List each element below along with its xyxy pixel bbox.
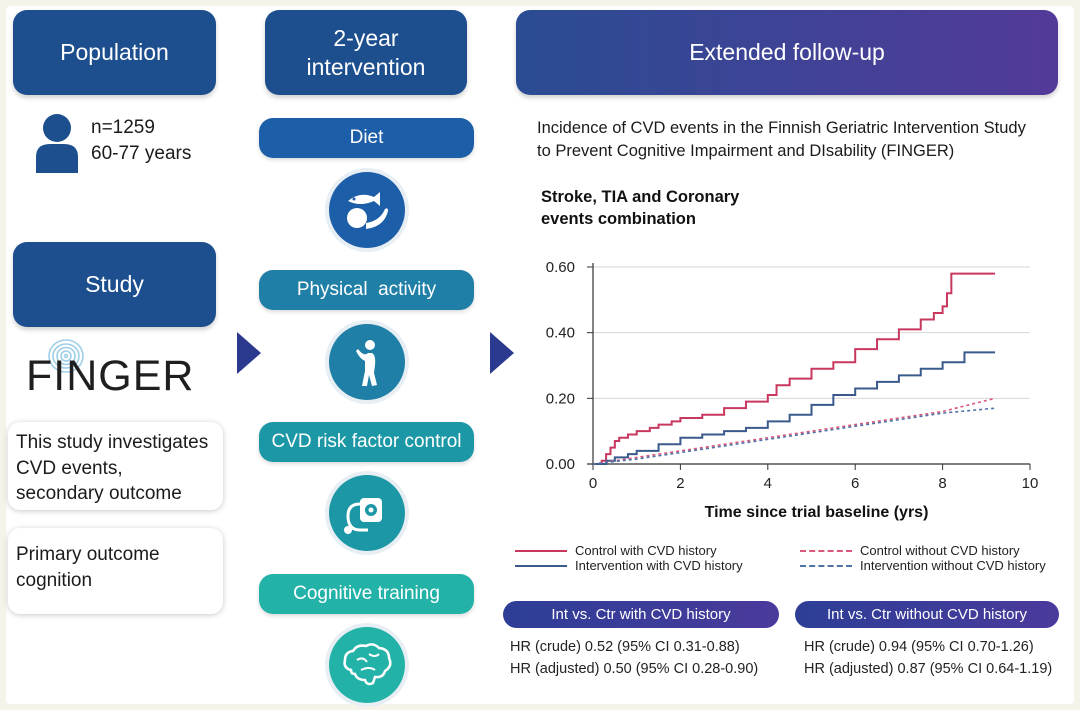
followup-title: Extended follow-up <box>689 39 885 66</box>
hr-without-adjusted: HR (adjusted) 0.87 (95% CI 0.64-1.19) <box>804 661 1053 678</box>
series-line-0 <box>593 272 996 465</box>
legend-control-with: Control with CVD history <box>515 543 717 558</box>
x-tick-label: 2 <box>676 475 684 492</box>
primary-outcome-card: Primary outcome cognition <box>8 528 223 614</box>
hr-with-values: HR (crude) 0.52 (95% CI 0.31-0.88) HR (a… <box>510 636 758 681</box>
chart-title: Stroke, TIA and Coronary events combinat… <box>541 188 740 229</box>
physical-activity-pill: Physical activity <box>259 270 474 310</box>
hr-with-title: Int vs. Ctr with CVD history <box>551 606 731 623</box>
legend-label-intervention-with: Intervention with CVD history <box>575 558 743 573</box>
followup-header: Extended follow-up <box>516 10 1058 95</box>
x-tick-label: 0 <box>589 475 597 492</box>
legend-swatch-intervention-with <box>515 564 567 567</box>
secondary-outcome-card: This study investigates CVD events, seco… <box>8 422 223 510</box>
x-tick-label: 6 <box>851 475 859 492</box>
population-title: Population <box>60 39 169 66</box>
population-n: n=1259 <box>91 117 155 138</box>
population-age: 60-77 years <box>91 143 192 164</box>
hr-without-header: Int vs. Ctr without CVD history <box>795 601 1059 628</box>
physical-activity-label: Physical activity <box>296 279 437 300</box>
arrow-right-icon <box>237 332 261 374</box>
legend-intervention-without: Intervention without CVD history <box>800 558 1046 573</box>
arrow-right-icon <box>490 332 514 374</box>
cognitive-training-label: Cognitive training <box>293 583 440 604</box>
legend-control-without: Control without CVD history <box>800 543 1020 558</box>
diet-icon <box>347 192 388 229</box>
physical-activity-circle <box>329 324 405 400</box>
x-tick-label: 8 <box>938 475 946 492</box>
hr-without-crude: HR (crude) 0.94 (95% CI 0.70-1.26) <box>804 639 1034 655</box>
hr-with-adjusted: HR (adjusted) 0.50 (95% CI 0.28-0.90) <box>510 661 759 678</box>
hr-with-header: Int vs. Ctr with CVD history <box>503 601 779 628</box>
cognitive-training-circle <box>329 627 405 703</box>
cvd-risk-pill: CVD risk factor control <box>259 422 474 462</box>
series-line-2 <box>592 397 996 465</box>
cognitive-training-pill: Cognitive training <box>259 574 474 614</box>
finger-logo: FINGER <box>26 352 195 400</box>
study-header: Study <box>13 242 216 327</box>
legend-swatch-intervention-without <box>800 564 852 567</box>
y-tick-label: 0.40 <box>546 325 575 342</box>
hr-without-values: HR (crude) 0.94 (95% CI 0.70-1.26) HR (a… <box>804 636 1052 681</box>
y-tick-label: 0.20 <box>546 390 575 407</box>
x-tick-label: 4 <box>764 475 772 492</box>
secondary-outcome-text: This study investigates CVD events, seco… <box>16 432 209 505</box>
legend-label-control-with: Control with CVD history <box>575 543 717 558</box>
hr-with-crude: HR (crude) 0.52 (95% CI 0.31-0.88) <box>510 639 740 655</box>
cvd-risk-label: CVD risk factor control <box>271 431 462 452</box>
y-tick-label: 0.00 <box>546 456 575 473</box>
cvd-incidence-chart: 0.00 0.20 0.40 0.60 0 2 4 6 8 10 Time since trial … <box>546 259 1039 521</box>
series-line-1 <box>593 351 996 465</box>
intervention-header: 2-year intervention <box>265 10 467 95</box>
brain-icon <box>343 643 392 686</box>
legend-label-control-without: Control without CVD history <box>860 543 1020 558</box>
exercise-icon <box>356 340 377 386</box>
y-tick-label: 0.60 <box>546 259 575 276</box>
person-icon <box>36 114 78 173</box>
population-header: Population <box>13 10 216 95</box>
study-title: Study <box>85 271 144 298</box>
series-line-3 <box>592 407 996 465</box>
intervention-title: 2-year intervention <box>306 24 426 80</box>
legend-intervention-with: Intervention with CVD history <box>515 558 743 573</box>
diet-pill: Diet <box>259 118 474 158</box>
cvd-risk-circle <box>329 475 405 551</box>
followup-description: Incidence of CVD events in the Finnish G… <box>537 119 1026 161</box>
x-tick-label: 10 <box>1022 475 1039 492</box>
legend-label-intervention-without: Intervention without CVD history <box>860 558 1046 573</box>
diet-label: Diet <box>349 127 384 148</box>
blood-pressure-icon <box>344 498 382 534</box>
diet-circle <box>329 172 405 248</box>
legend-swatch-control-with <box>515 549 567 552</box>
fingerprint-icon <box>48 339 84 373</box>
legend-swatch-control-without <box>800 549 852 552</box>
hr-without-title: Int vs. Ctr without CVD history <box>826 606 1028 623</box>
x-axis-label: Time since trial baseline (yrs) <box>705 504 929 521</box>
primary-outcome-text: Primary outcome cognition <box>16 544 160 591</box>
